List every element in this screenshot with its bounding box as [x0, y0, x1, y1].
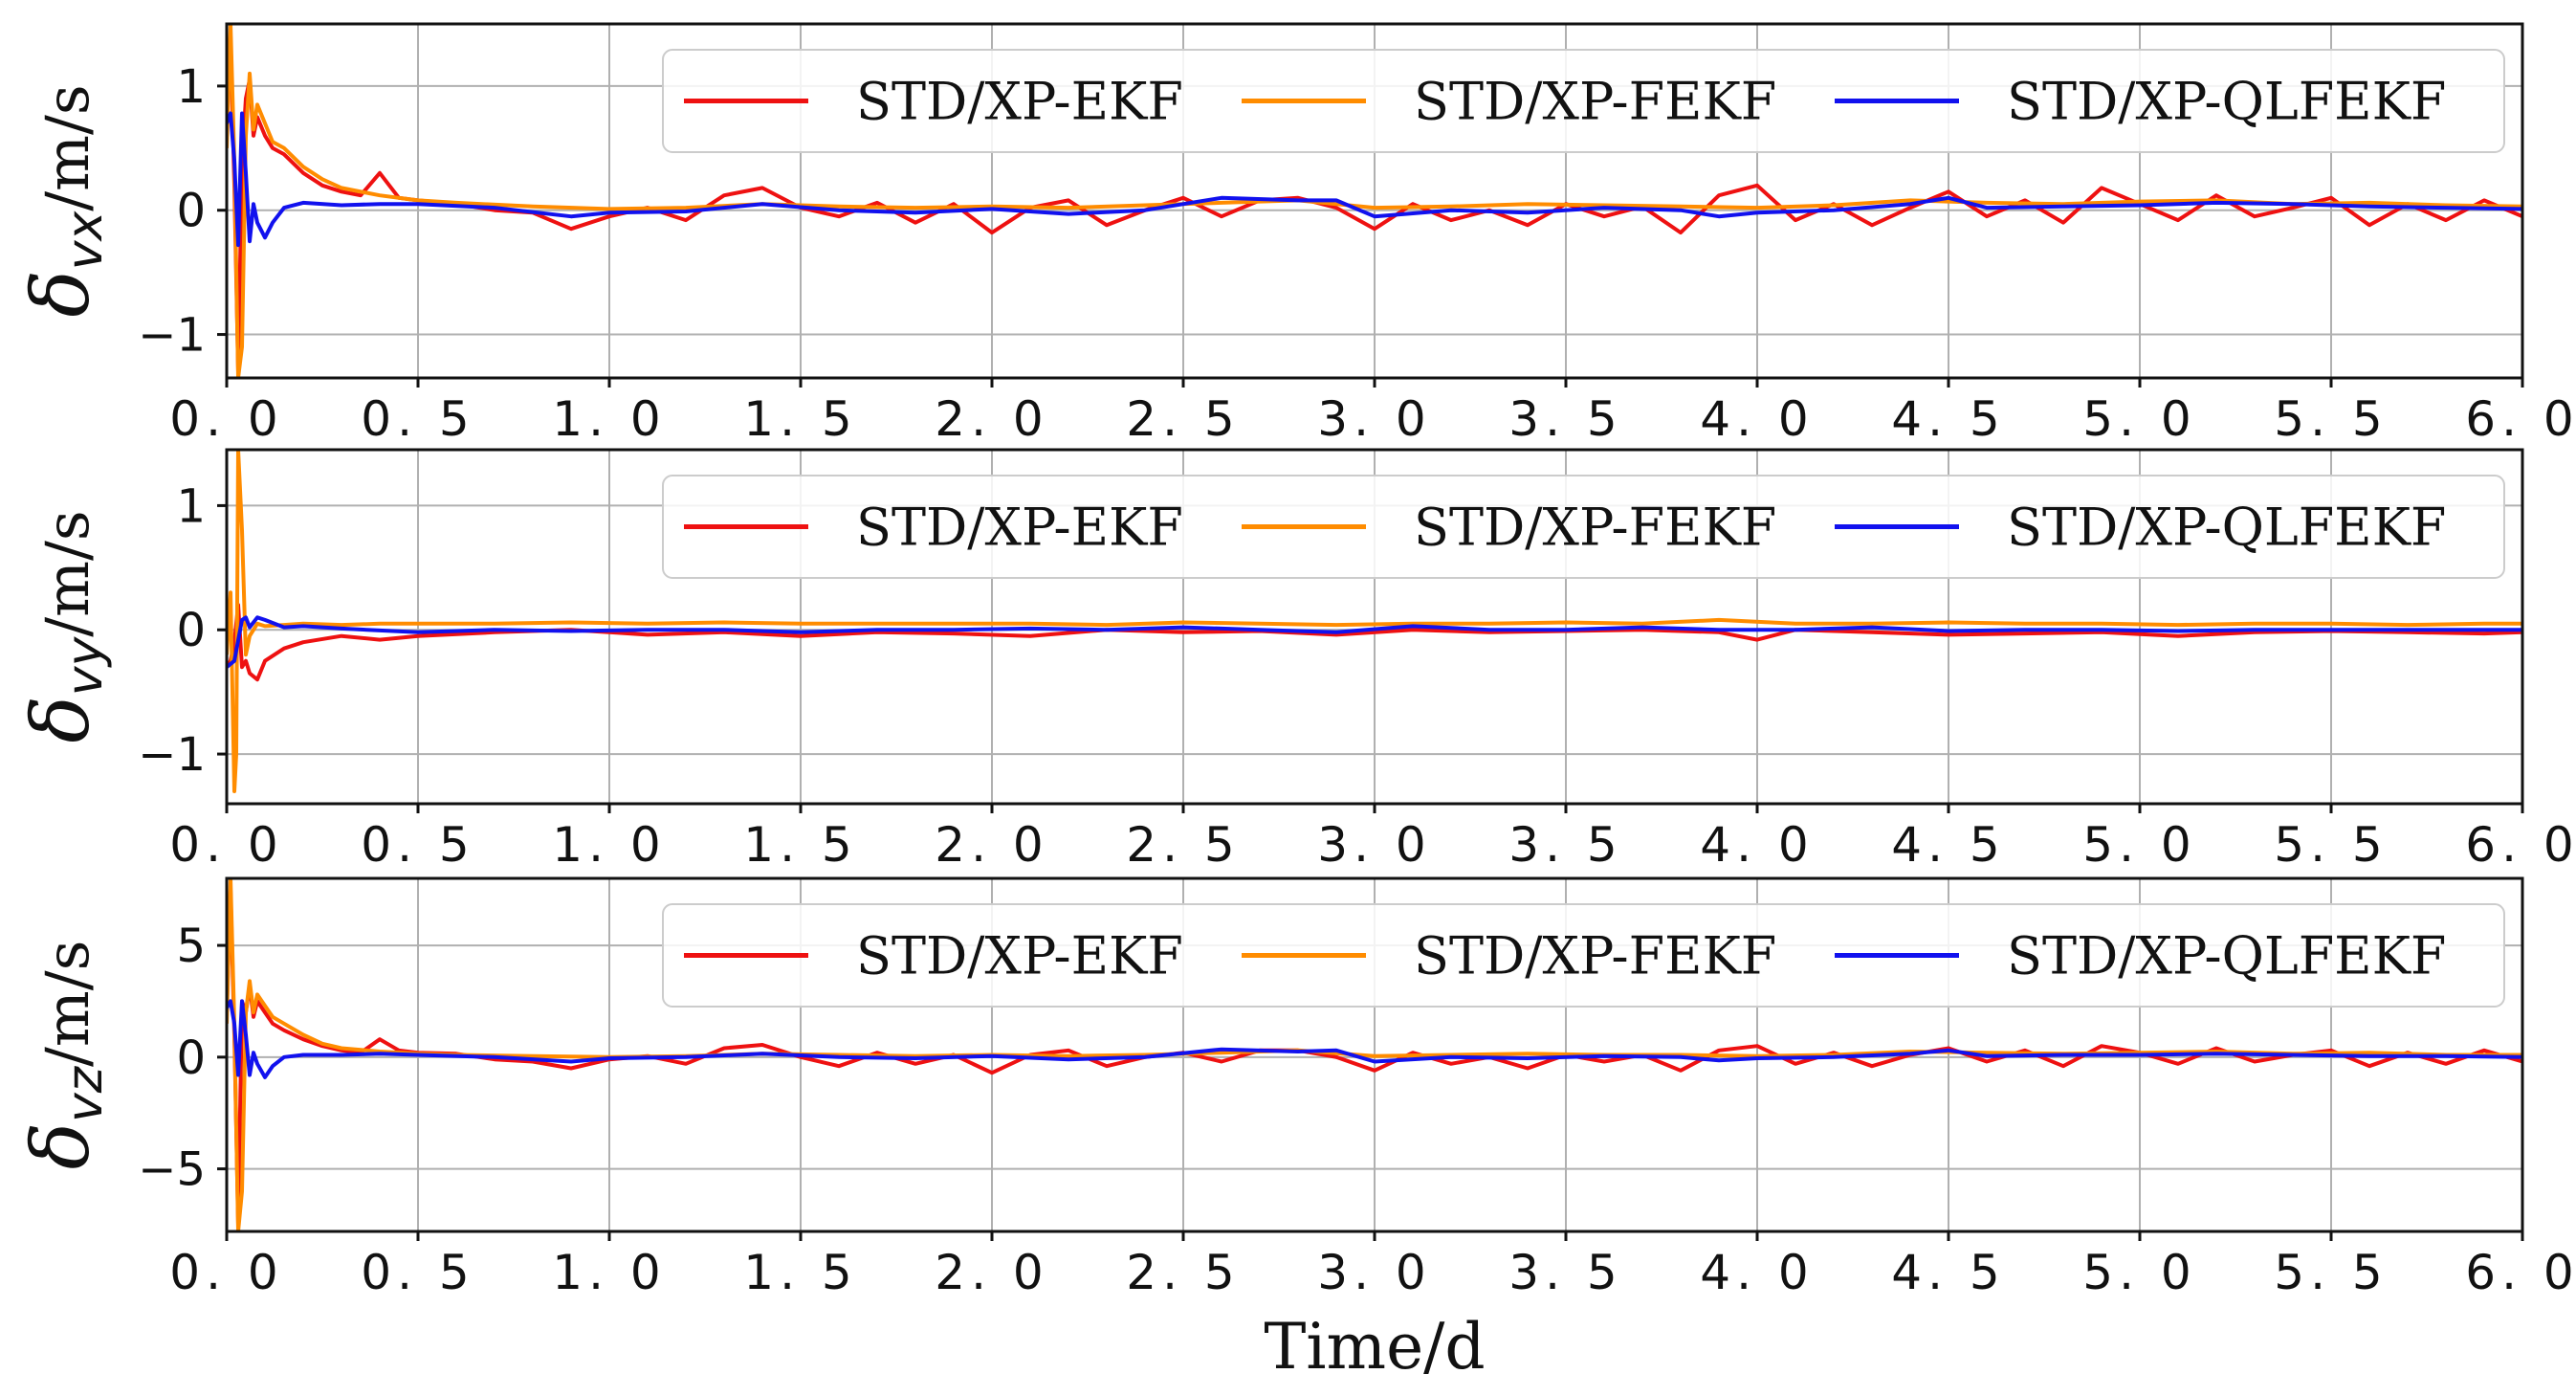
x-tick-label: 4. 0 — [1700, 817, 1814, 873]
x-tick-label: 1. 5 — [743, 817, 857, 873]
x-tick-label: 0. 0 — [169, 391, 283, 447]
x-tick-label: 3. 5 — [1508, 1245, 1622, 1300]
x-tick-label: 2. 5 — [1126, 817, 1240, 873]
x-tick-label: 3. 5 — [1508, 817, 1622, 873]
x-tick-label: 2. 0 — [935, 1245, 1048, 1300]
x-tick-label: 0. 5 — [361, 817, 474, 873]
y-tick-label: 0 — [176, 1031, 206, 1085]
x-tick-label: 2. 0 — [935, 817, 1048, 873]
y-tick-label: −1 — [138, 728, 206, 782]
legend-box — [662, 49, 2505, 153]
x-tick-label: 6. 0 — [2465, 391, 2576, 447]
legend: STD/XP-EKF STD/XP-FEKF STD/XP-QLFEKF — [662, 475, 2505, 579]
y-tick-label: −5 — [138, 1143, 206, 1197]
x-tick-label: 2. 5 — [1126, 391, 1240, 447]
series-line-std-xp-ekf — [227, 603, 2522, 682]
legend-label: STD/XP-FEKF — [1414, 926, 1776, 986]
x-tick-label: 1. 5 — [743, 1245, 857, 1300]
series-line-std-xp-qlfekf — [227, 615, 2522, 669]
y-axis-label: δvz/m/s — [16, 941, 114, 1170]
y-tick-label: 0 — [176, 185, 206, 238]
legend: STD/XP-EKF STD/XP-FEKF STD/XP-QLFEKF — [662, 49, 2505, 153]
x-tick-label: 3. 0 — [1317, 391, 1431, 447]
x-tick-label: 0. 0 — [169, 817, 283, 873]
x-tick-label: 4. 0 — [1700, 1245, 1814, 1300]
legend-label: STD/XP-QLFEKF — [2007, 72, 2446, 132]
x-tick-label: 5. 0 — [2082, 391, 2196, 447]
x-tick-label: 5. 5 — [2274, 1245, 2388, 1300]
legend-box — [662, 903, 2505, 1008]
x-tick-label: 5. 5 — [2274, 817, 2388, 873]
x-tick-label: 3. 5 — [1508, 391, 1622, 447]
x-tick-label: 6. 0 — [2465, 1245, 2576, 1300]
x-tick-label: 3. 0 — [1317, 817, 1431, 873]
legend-label: STD/XP-QLFEKF — [2007, 926, 2446, 986]
subplot-vx: 0. 0 0. 5 1. 0 1. 5 2. 0 2. 5 3. 0 3. 5 4. 0 4. 5… — [16, 22, 2576, 447]
x-tick-label: 1. 0 — [552, 391, 666, 447]
x-tick-label: 2. 0 — [935, 391, 1048, 447]
legend-label: STD/XP-EKF — [856, 72, 1183, 132]
x-tick-label: 6. 0 — [2465, 817, 2576, 873]
series-line-std-xp-fekf — [227, 450, 2522, 793]
x-tick-label: 5. 0 — [2082, 817, 2196, 873]
legend-label: STD/XP-FEKF — [1414, 498, 1776, 558]
legend-label: STD/XP-QLFEKF — [2007, 498, 2446, 558]
x-axis-label: Time/d — [1264, 1310, 1485, 1384]
y-tick-label: −1 — [138, 309, 206, 363]
series-line-std-xp-ekf — [227, 34, 2522, 374]
subplot-vz: 0. 0 0. 5 1. 0 1. 5 2. 0 2. 5 3. 0 3. 5 4. 0 4. 5… — [16, 876, 2576, 1300]
legend-label: STD/XP-EKF — [856, 926, 1183, 986]
x-tick-label: 4. 5 — [1891, 1245, 2005, 1300]
x-tick-label: 0. 5 — [361, 1245, 474, 1300]
y-tick-label: 5 — [176, 920, 206, 973]
x-tick-label: 4. 5 — [1891, 391, 2005, 447]
x-tick-label: 4. 0 — [1700, 391, 1814, 447]
series-line-std-xp-qlfekf — [227, 999, 2522, 1079]
y-tick-label: 1 — [176, 60, 206, 114]
y-tick-label: 0 — [176, 604, 206, 657]
subplot-vy: 0. 0 0. 5 1. 0 1. 5 2. 0 2. 5 3. 0 3. 5 4. 0 4. 5… — [16, 448, 2576, 873]
x-tick-label: 0. 5 — [361, 391, 474, 447]
y-axis-label: δvy/m/s — [16, 510, 114, 742]
x-tick-label: 5. 0 — [2082, 1245, 2196, 1300]
legend-label: STD/XP-EKF — [856, 498, 1183, 558]
legend-label: STD/XP-FEKF — [1414, 72, 1776, 132]
x-tick-label: 1. 0 — [552, 817, 666, 873]
legend-box — [662, 475, 2505, 579]
y-tick-label: 1 — [176, 479, 206, 533]
series-line-std-xp-qlfekf — [227, 111, 2522, 248]
x-tick-label: 3. 0 — [1317, 1245, 1431, 1300]
x-tick-label: 2. 5 — [1126, 1245, 1240, 1300]
y-axis-label: δvx/m/s — [16, 84, 114, 317]
x-tick-label: 4. 5 — [1891, 817, 2005, 873]
legend: STD/XP-EKF STD/XP-FEKF STD/XP-QLFEKF — [662, 903, 2505, 1008]
series-line-std-xp-ekf — [227, 887, 2522, 1227]
x-tick-label: 1. 0 — [552, 1245, 666, 1300]
x-tick-label: 1. 5 — [743, 391, 857, 447]
x-tick-label: 5. 5 — [2274, 391, 2388, 447]
x-tick-label: 0. 0 — [169, 1245, 283, 1300]
